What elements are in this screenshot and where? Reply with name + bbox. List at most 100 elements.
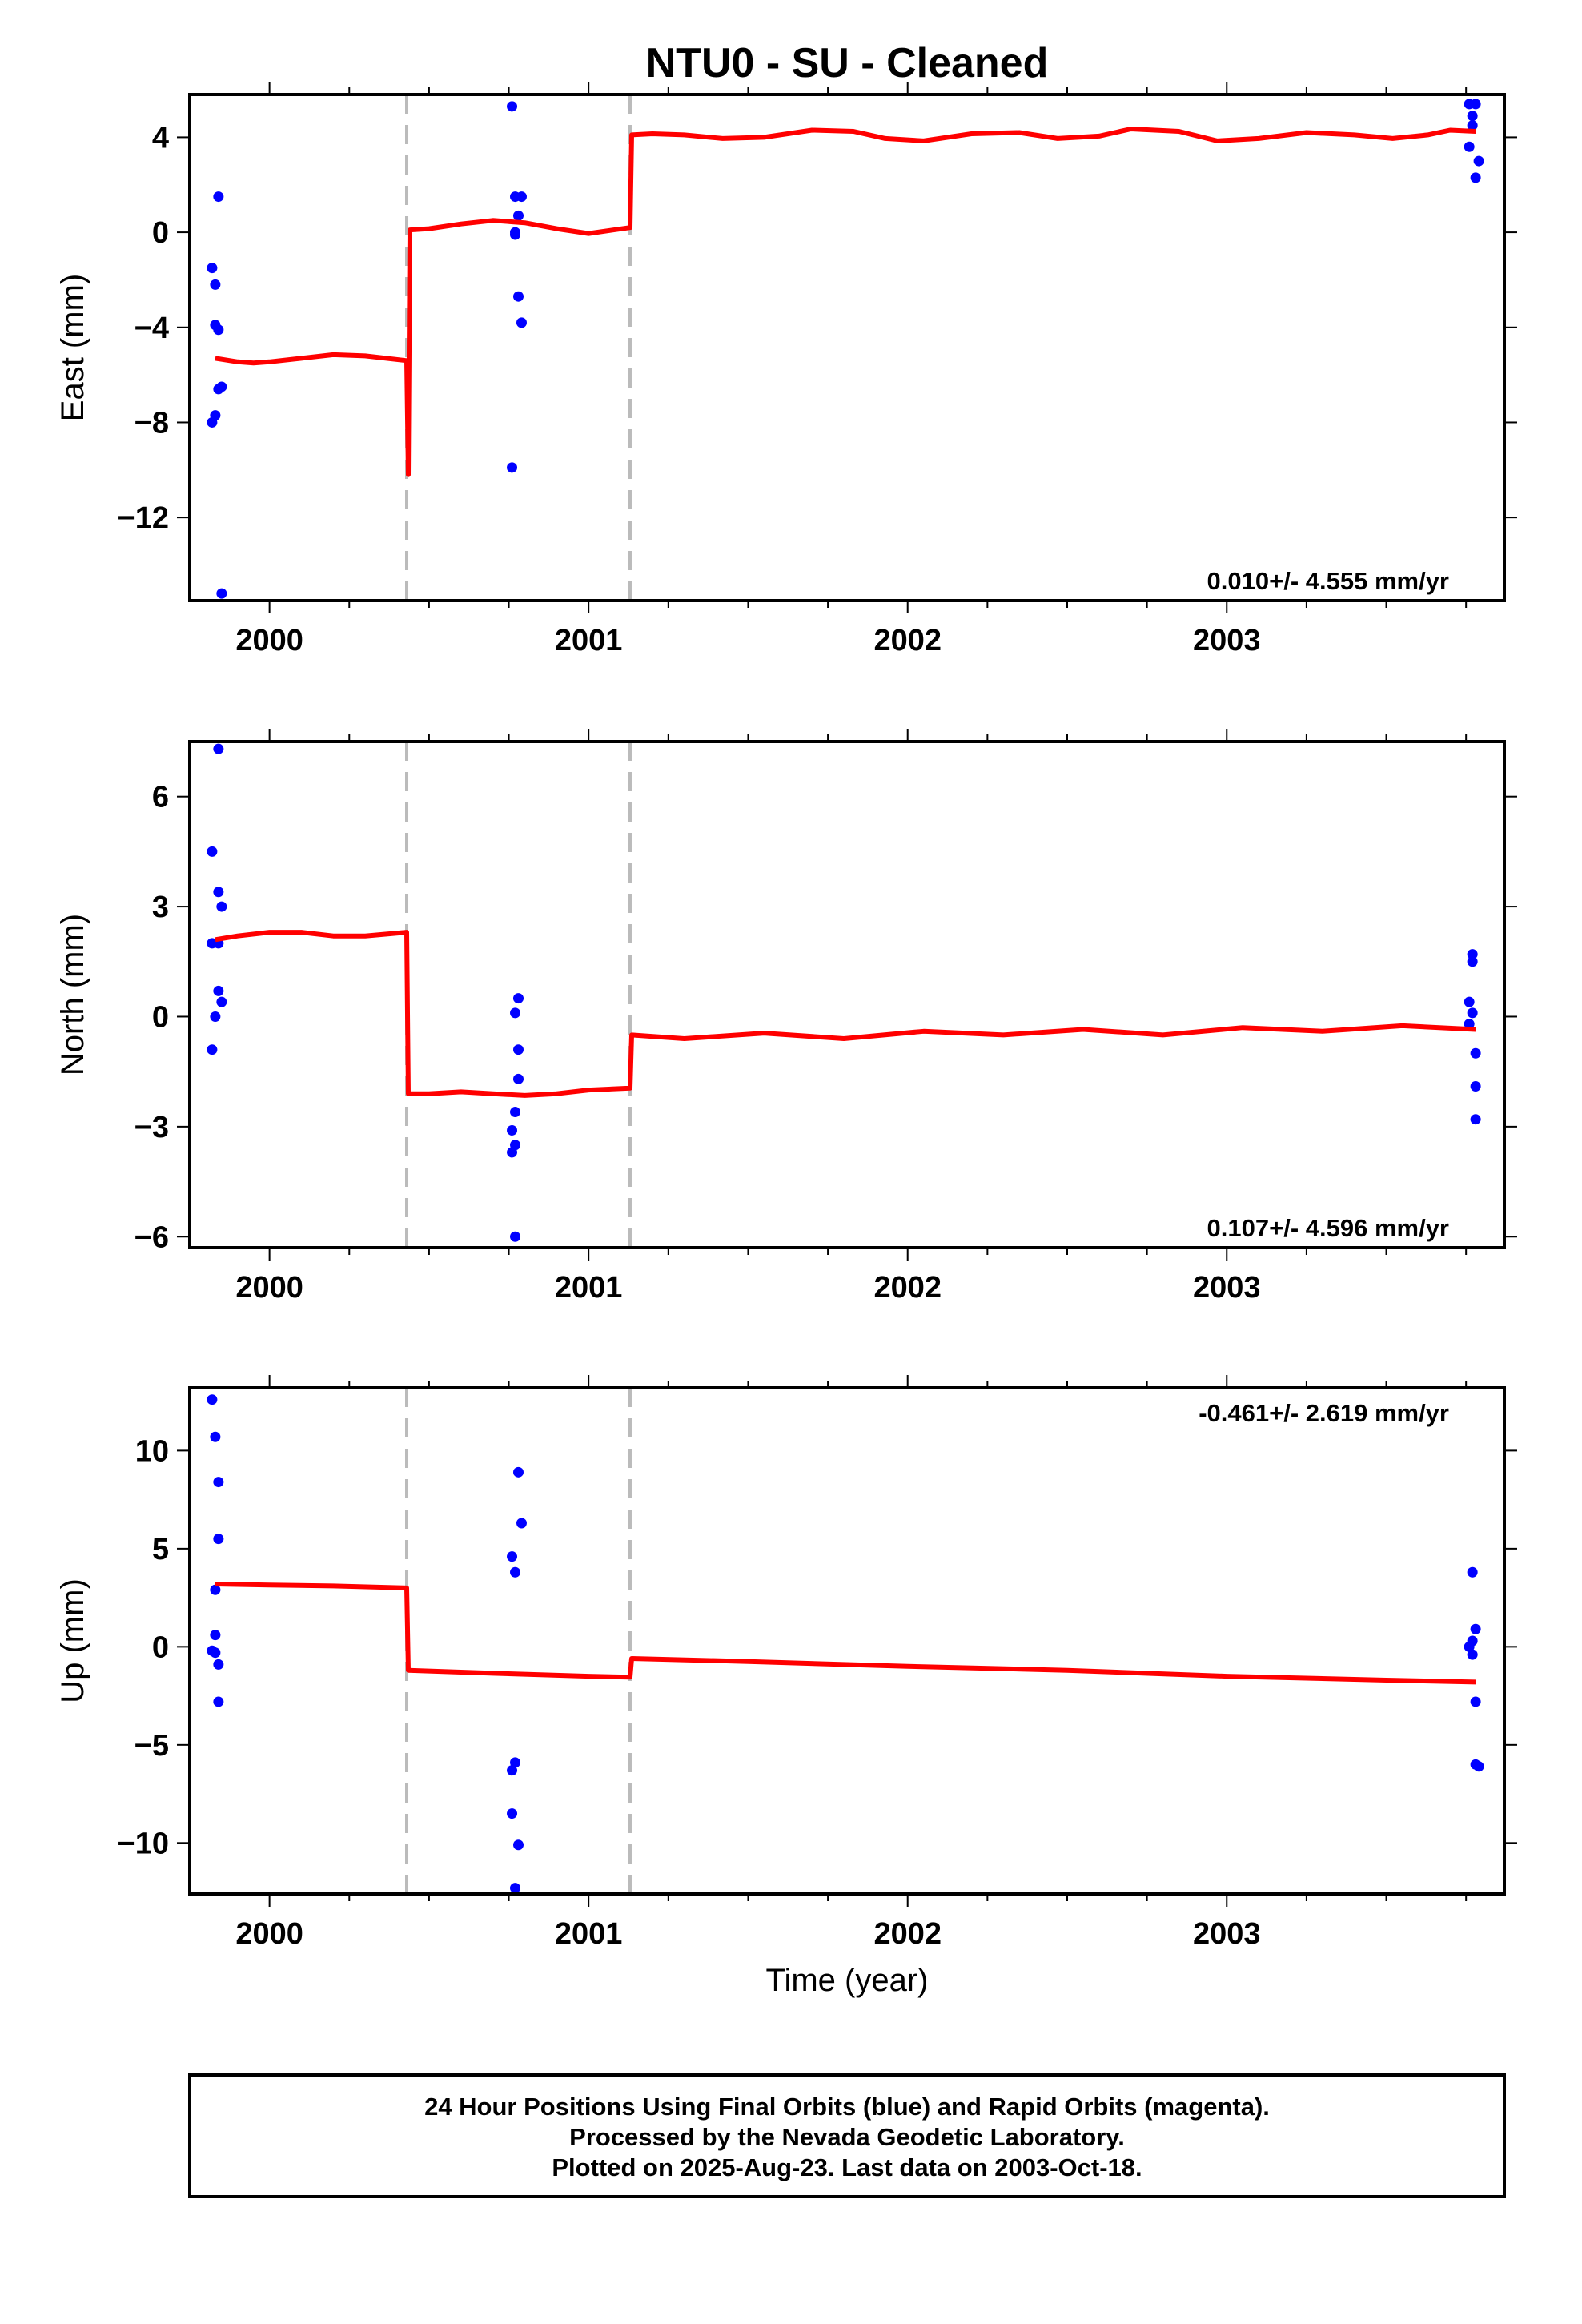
data-point — [207, 263, 218, 274]
y-tick-label: −3 — [135, 1111, 169, 1144]
data-point — [507, 1551, 518, 1562]
data-point — [1467, 1007, 1478, 1019]
data-point — [510, 229, 521, 240]
y-tick-label: 0 — [152, 216, 169, 250]
x-tick-label: 2001 — [555, 1917, 623, 1951]
data-point — [513, 1839, 524, 1851]
data-point — [1473, 155, 1484, 167]
data-point — [1470, 1623, 1481, 1634]
plot-frame — [188, 93, 1506, 602]
x-tick-label: 2002 — [873, 624, 942, 657]
chart-title: NTU0 - SU - Cleaned — [646, 40, 1049, 86]
data-point — [213, 324, 224, 336]
footer-border — [188, 2073, 1506, 2198]
data-point — [513, 1466, 524, 1478]
data-point — [513, 291, 524, 302]
data-point — [213, 384, 224, 395]
x-tick-label: 2001 — [555, 624, 623, 657]
data-point — [507, 1808, 518, 1819]
data-point — [1470, 1047, 1481, 1059]
plot-frame — [188, 1386, 1506, 1896]
model-line — [215, 1582, 1476, 1685]
data-point — [513, 993, 524, 1004]
data-point — [513, 1044, 524, 1055]
data-point — [510, 1007, 521, 1019]
data-point — [513, 1073, 524, 1084]
data-point — [207, 416, 218, 428]
east-panel: 2000 2001 2002 2003 4 0 −4 −8 −12 East (mm) 0.010+… — [55, 82, 1517, 657]
rate-label: 0.010+/- 4.555 mm/yr — [1207, 567, 1449, 595]
y-tick-label: 0 — [152, 1000, 169, 1034]
data-point — [1470, 99, 1481, 110]
y-tick-label: 3 — [152, 891, 169, 924]
data-point — [210, 1431, 221, 1442]
data-point — [507, 1765, 518, 1776]
data-point — [207, 1044, 218, 1055]
y-tick-label: −12 — [118, 501, 169, 535]
data-point — [507, 1124, 518, 1136]
data-point — [1467, 1649, 1478, 1660]
data-point — [1473, 1761, 1484, 1772]
y-tick-label: 5 — [152, 1533, 169, 1566]
data-point — [1464, 141, 1475, 152]
data-point — [507, 462, 518, 473]
data-point — [213, 887, 224, 898]
data-point — [1470, 1080, 1481, 1092]
data-point — [516, 1518, 527, 1529]
x-tick-label: 2003 — [1193, 1271, 1261, 1305]
x-tick-label: 2000 — [235, 1271, 303, 1305]
data-point — [1470, 172, 1481, 183]
data-point — [510, 1883, 521, 1894]
data-point — [207, 846, 218, 857]
data-point — [1470, 1696, 1481, 1707]
data-point — [210, 279, 221, 290]
footer-line-2: Processed by the Nevada Geodetic Laborat… — [569, 2123, 1125, 2151]
data-point — [207, 1394, 218, 1405]
y-tick-label: −5 — [135, 1729, 169, 1763]
data-point — [210, 1011, 221, 1022]
data-point — [1467, 120, 1478, 131]
y-tick-label: 0 — [152, 1630, 169, 1664]
y-axis-label: East (mm) — [55, 274, 90, 421]
model-line — [215, 930, 1476, 1098]
data-point — [213, 743, 224, 754]
data-point — [210, 1630, 221, 1641]
footer-line-1: 24 Hour Positions Using Final Orbits (bl… — [424, 2093, 1270, 2121]
y-tick-label: 4 — [152, 121, 169, 155]
x-axis-label: Time (year) — [766, 1963, 929, 1998]
data-point — [510, 1107, 521, 1118]
y-tick-label: 6 — [152, 781, 169, 814]
data-point — [216, 996, 227, 1007]
rate-label: -0.461+/- 2.619 mm/yr — [1199, 1399, 1449, 1427]
data-point — [1467, 111, 1478, 122]
data-point — [1464, 1641, 1475, 1652]
footer-box: 24 Hour Positions Using Final Orbits (bl… — [188, 2073, 1506, 2198]
x-tick-label: 2000 — [235, 1917, 303, 1951]
footer-line-3: Plotted on 2025-Aug-23. Last data on 200… — [552, 2153, 1142, 2181]
x-tick-label: 2002 — [873, 1917, 942, 1951]
data-point — [213, 1477, 224, 1488]
plot-area — [207, 94, 1484, 601]
data-point — [1467, 949, 1478, 960]
data-point — [213, 985, 224, 996]
data-point — [513, 210, 524, 221]
rate-label: 0.107+/- 4.596 mm/yr — [1207, 1214, 1449, 1242]
data-point — [1464, 1019, 1475, 1030]
plot-frame — [188, 740, 1506, 1249]
y-tick-label: −6 — [135, 1220, 169, 1254]
data-point — [213, 1659, 224, 1670]
data-point — [210, 1647, 221, 1659]
data-point — [216, 901, 227, 912]
data-point — [507, 101, 518, 112]
x-tick-label: 2001 — [555, 1271, 623, 1305]
up-panel: 2000 2001 2002 2003 10 5 0 −5 −10 Up (mm) -0.461+/… — [55, 1375, 1517, 1951]
north-panel: 2000 2001 2002 2003 6 3 0 −3 −6 North (mm) 0.107+/… — [55, 729, 1517, 1305]
x-tick-label: 2002 — [873, 1271, 942, 1305]
plot-area — [207, 1388, 1484, 1894]
y-axis-label: Up (mm) — [55, 1578, 90, 1703]
data-point — [1467, 1566, 1478, 1578]
data-point — [213, 1696, 224, 1707]
x-tick-label: 2003 — [1193, 624, 1261, 657]
data-point — [210, 1584, 221, 1595]
